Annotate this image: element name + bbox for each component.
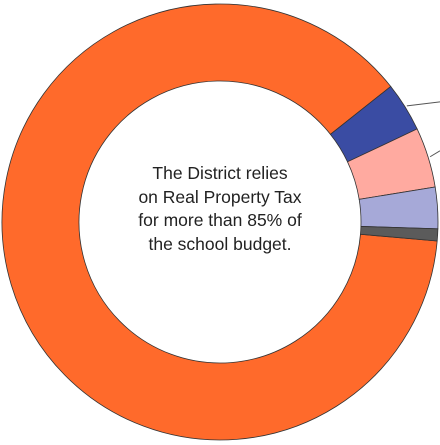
leader-line-2 (406, 101, 440, 107)
center-note-line-4: the school budget. (148, 233, 292, 254)
leader-lines (406, 101, 440, 158)
center-note-line-2: on Real Property Tax (138, 186, 302, 207)
slice-real-property-tax (1, 3, 438, 441)
center-note-line-3: for more than 85% of (138, 210, 302, 230)
slice-other-4 (360, 226, 439, 242)
slices-group (1, 3, 439, 441)
center-annotation: The District relies on Real Property Tax… (120, 162, 320, 256)
center-note-line-1: The District relies (152, 163, 288, 183)
leader-line-3 (429, 150, 440, 158)
